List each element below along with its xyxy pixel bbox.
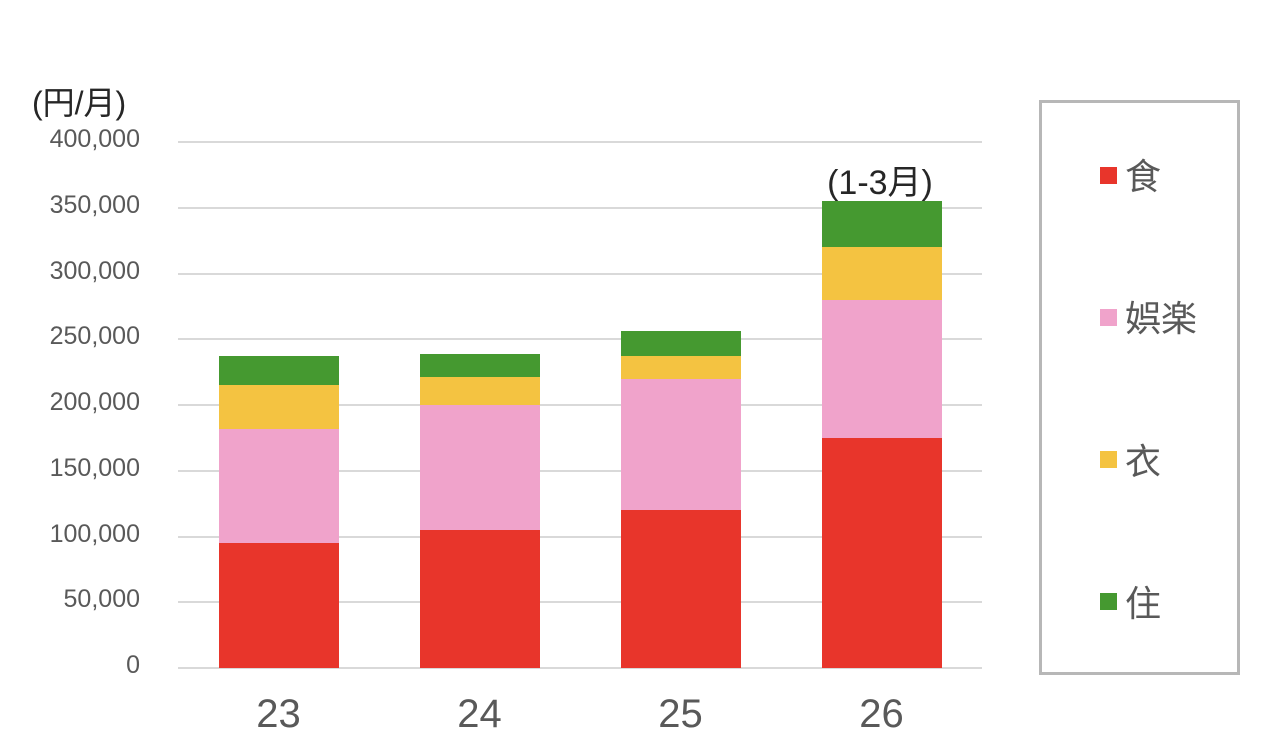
legend-label: 娯楽 — [1125, 298, 1198, 340]
bar-segment — [620, 356, 741, 379]
legend-item: 衣 — [1042, 388, 1237, 530]
gridline — [178, 141, 982, 143]
bar-segment — [218, 356, 339, 386]
bar-segment — [218, 428, 339, 544]
bar-segment — [620, 378, 741, 511]
bar-segment — [419, 353, 540, 378]
legend-swatch-icon — [1100, 308, 1117, 326]
legend-label: 住 — [1125, 582, 1162, 624]
x-axis-line — [178, 667, 982, 669]
legend-item: 娯楽 — [1042, 245, 1237, 387]
x-axis-tick-label: 24 — [457, 692, 502, 736]
bar-segment — [821, 201, 942, 248]
gridline — [178, 469, 982, 472]
legend-label: 衣 — [1125, 440, 1162, 482]
x-axis-tick-label: 26 — [859, 692, 904, 736]
legend: 食娯楽衣住 — [1039, 100, 1240, 675]
bar-segment — [821, 437, 942, 668]
bar-segment — [821, 299, 942, 438]
bar-segment — [218, 385, 339, 429]
gridline — [178, 601, 982, 604]
x-axis-tick-label: 23 — [256, 692, 301, 736]
bar-segment — [419, 377, 540, 405]
bar-segment — [218, 543, 339, 668]
y-axis-unit-label: (円/月) — [32, 85, 127, 121]
legend-swatch-icon — [1100, 593, 1117, 611]
y-axis-tick-label: 100,000 — [49, 519, 140, 548]
y-axis-tick-label: 250,000 — [49, 322, 140, 351]
y-axis-tick-label: 300,000 — [49, 256, 140, 285]
y-axis-tick-label: 0 — [126, 651, 140, 679]
gridline — [178, 206, 982, 209]
y-axis-tick-label: 150,000 — [49, 453, 140, 482]
legend-label: 食 — [1125, 156, 1162, 198]
legend-swatch-icon — [1100, 166, 1117, 184]
y-axis-tick-label: 50,000 — [63, 585, 140, 614]
bar-annotation: (1-3月) — [827, 164, 933, 202]
gridline — [178, 272, 982, 275]
x-axis-tick-label: 25 — [658, 692, 703, 736]
bar-segment — [620, 510, 741, 668]
bar-segment — [419, 529, 540, 668]
y-axis-tick-label: 200,000 — [49, 388, 140, 416]
gridline — [178, 535, 982, 538]
legend-item: 食 — [1042, 103, 1237, 245]
gridline — [178, 338, 982, 341]
y-axis-tick-label: 350,000 — [49, 190, 140, 219]
legend-item: 住 — [1042, 530, 1237, 672]
legend-swatch-icon — [1100, 451, 1117, 469]
bar-segment — [620, 331, 741, 357]
gridline — [178, 404, 982, 406]
bar-segment — [821, 247, 942, 300]
y-axis-tick-label: 400,000 — [49, 125, 140, 153]
bar-segment — [419, 405, 540, 530]
